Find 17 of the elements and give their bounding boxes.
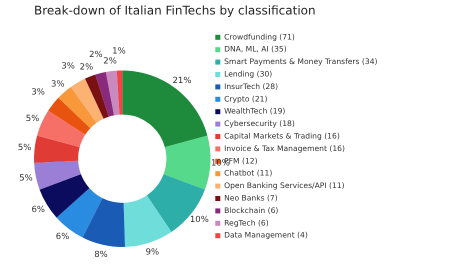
data-label: 10%: [190, 214, 209, 225]
data-label: 1%: [112, 46, 126, 57]
data-label: 9%: [146, 247, 160, 258]
data-label: 2%: [80, 62, 94, 72]
data-label: 6%: [31, 204, 45, 215]
data-label: 5%: [19, 174, 33, 184]
data-label: 5%: [18, 143, 32, 154]
data-label: 6%: [56, 232, 70, 242]
data-label: 21%: [172, 76, 192, 86]
data-label: 5%: [26, 114, 40, 124]
data-label: 8%: [94, 250, 108, 260]
data-label: 2%: [103, 56, 117, 66]
data-label: 3%: [51, 80, 65, 90]
data-label: 3%: [61, 61, 75, 72]
data-label: 3%: [31, 87, 45, 98]
chart-title: Break-down of Italian FinTechs by classification: [34, 3, 316, 18]
data-label: 2%: [89, 50, 103, 60]
